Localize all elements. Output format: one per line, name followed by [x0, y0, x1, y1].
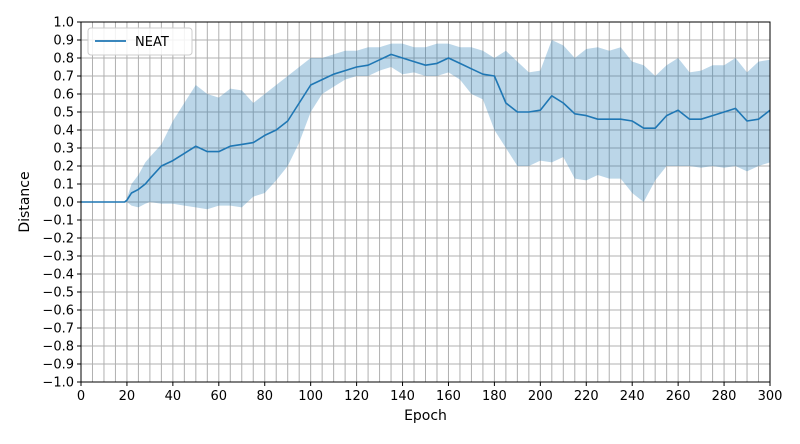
y-tick-label: −0.5: [42, 286, 74, 301]
ticks: 0 20 40 60 80 100 120 140 160 180 200 220 240 260 280 3…: [42, 16, 782, 405]
mean-line: [81, 53, 771, 203]
y-tick-label: 1.0: [53, 16, 74, 31]
legend-box: [87, 27, 193, 56]
x-tick-label: 160: [436, 389, 461, 404]
y-tick-label: 0.6: [53, 88, 74, 103]
y-tick-label: −0.4: [42, 268, 74, 283]
y-tick-label: −0.7: [42, 322, 74, 337]
x-tick-label: 300: [758, 389, 783, 404]
x-tick-label: 40: [165, 389, 182, 404]
y-tick-label: 0.8: [53, 52, 74, 67]
x-tick-label: 140: [390, 389, 415, 404]
legend: NEAT: [87, 27, 193, 56]
x-tick-label: 100: [298, 389, 323, 404]
x-tick-label: 200: [528, 389, 553, 404]
y-tick-label: 0.7: [53, 70, 74, 85]
std-band: [81, 40, 770, 210]
x-axis-label: Epoch: [404, 408, 447, 424]
y-tick-label: −0.8: [42, 340, 74, 355]
x-tick-label: 80: [256, 389, 273, 404]
x-tick-label: 240: [620, 389, 645, 404]
x-tick-label: 0: [77, 389, 85, 404]
y-tick-label: 0.3: [53, 142, 74, 157]
y-tick-label: −0.2: [42, 232, 74, 247]
x-tick-label: 280: [712, 389, 737, 404]
y-tick-label: 0.2: [53, 160, 74, 175]
x-tick-label: 120: [344, 389, 369, 404]
x-tick-label: 20: [119, 389, 136, 404]
x-tick-label: 260: [666, 389, 691, 404]
y-tick-label: 0.9: [53, 34, 74, 49]
y-tick-label: −1.0: [42, 376, 74, 391]
y-tick-label: 0.1: [53, 178, 74, 193]
legend-label-neat: NEAT: [135, 35, 169, 50]
y-tick-label: −0.3: [42, 250, 74, 265]
y-tick-label: −0.1: [42, 214, 74, 229]
y-tick-label: 0.0: [53, 196, 74, 211]
x-tick-label: 180: [482, 389, 507, 404]
y-tick-label: 0.4: [53, 124, 74, 139]
y-tick-label: −0.6: [42, 304, 74, 319]
y-tick-label: 0.5: [53, 106, 74, 121]
x-tick-label: 60: [211, 389, 228, 404]
y-axis-label: Distance: [17, 171, 33, 232]
x-tick-label: 220: [574, 389, 599, 404]
y-tick-label: −0.9: [42, 358, 74, 373]
